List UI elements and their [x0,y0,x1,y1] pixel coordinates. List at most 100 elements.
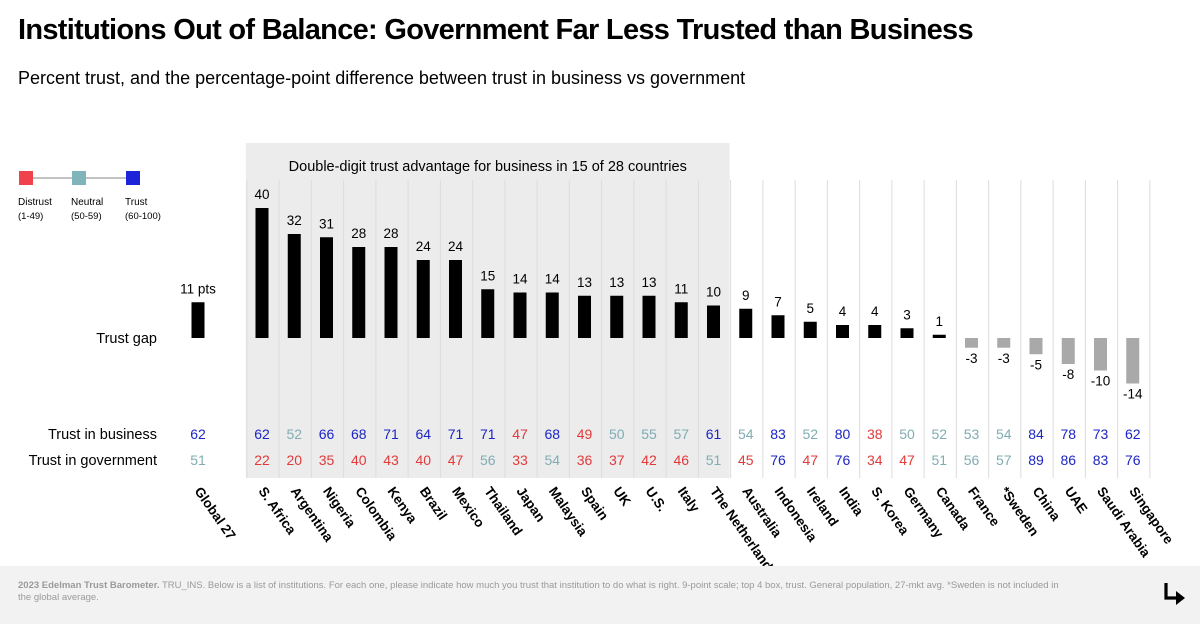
footer-band [0,566,1200,624]
legend-swatch-trust [126,171,140,185]
government-value-s-korea: 34 [867,452,883,468]
bar-label-singapore: -14 [1123,387,1143,402]
government-value-germany: 47 [899,452,915,468]
government-value-ireland: 47 [802,452,818,468]
legend-label-distrust: Distrust [18,197,52,208]
business-value-the-netherlands: 61 [706,426,722,442]
bar-label-australia: 9 [742,288,750,303]
business-value-s-korea: 38 [867,426,883,442]
trust-gap-chart: Double-digit trust advantage for busines… [18,143,1177,566]
business-value-mexico: 71 [448,426,464,442]
business-value-saudi-arabia: 73 [1093,426,1109,442]
bar-label-kenya: 28 [383,226,398,241]
highlight-label: Double-digit trust advantage for busines… [289,159,687,175]
category-label-mexico: Mexico [449,484,488,530]
business-value-colombia: 68 [351,426,367,442]
bar-label-the-netherlands: 10 [706,285,721,300]
government-value-saudi-arabia: 83 [1093,452,1109,468]
bar-thailand [481,289,495,338]
government-value-singapore: 76 [1125,452,1141,468]
government-value-spain: 36 [577,452,593,468]
business-value-global-27: 62 [190,426,206,442]
bar-label-canada: 1 [935,314,943,329]
business-value-malaysia: 68 [544,426,560,442]
bar-label-sweden: -3 [998,351,1010,366]
government-value-s-africa: 22 [254,452,270,468]
bar-argentina [287,234,301,338]
bar-label-indonesia: 7 [774,294,782,309]
bar-label-argentina: 32 [287,213,302,228]
business-value-singapore: 62 [1125,426,1141,442]
government-value-nigeria: 35 [319,452,335,468]
row-label-trust-gap: Trust gap [96,331,157,347]
footer-note: 2023 Edelman Trust Barometer. TRU_INS. B… [18,580,1068,604]
footer-note-text: TRU_INS. Below is a list of institutions… [18,580,1059,603]
legend-swatch-neutral [72,171,86,185]
category-label-uae: UAE [1062,484,1091,516]
business-value-s-africa: 62 [254,426,270,442]
bar-label-brazil: 24 [416,239,432,254]
category-label-u-s: U.S. [643,484,670,514]
legend-swatch-distrust [19,171,33,185]
bar-indonesia [771,315,785,338]
business-value-australia: 54 [738,426,754,442]
bar-label-saudi-arabia: -10 [1091,374,1111,389]
bar-label-malaysia: 14 [545,272,561,287]
bar-brazil [416,260,430,338]
bar-canada [932,334,946,338]
business-value-italy: 57 [673,426,689,442]
bar-china [1029,338,1043,355]
bar-australia [739,308,753,338]
bar-label-france: -3 [965,351,977,366]
bar-kenya [384,247,398,338]
footer-source: 2023 Edelman Trust Barometer. [18,580,160,591]
government-value-kenya: 43 [383,452,399,468]
business-value-france: 53 [964,426,980,442]
bar-ireland [803,321,817,338]
bar-label-u-s: 13 [641,275,656,290]
category-label-italy: Italy [675,484,703,515]
government-value-u-s: 42 [641,452,657,468]
business-value-canada: 52 [931,426,947,442]
row-label-trust-in-business: Trust in business [48,427,157,443]
bar-uae [1061,338,1075,364]
government-value-italy: 46 [673,452,689,468]
government-value-indonesia: 76 [770,452,786,468]
government-value-global-27: 51 [190,452,206,468]
bar-s-korea [868,325,882,338]
bar-nigeria [320,237,333,338]
government-value-uae: 86 [1060,452,1076,468]
bar-uk [610,295,624,338]
bar-label-spain: 13 [577,275,592,290]
business-value-uae: 78 [1060,426,1076,442]
business-value-spain: 49 [577,426,593,442]
business-value-sweden: 54 [996,426,1012,442]
category-label-brazil: Brazil [417,484,450,523]
bar-italy [674,302,688,338]
page-subtitle: Percent trust, and the percentage-point … [18,68,746,88]
government-value-france: 56 [964,452,980,468]
bar-group [191,208,1140,384]
bar-malaysia [545,292,559,338]
column-gridlines [246,180,1151,478]
business-value-india: 80 [835,426,851,442]
government-value-malaysia: 54 [544,452,560,468]
government-values-row: 51 22 20 35 40 43 40 47 56 33 54 36 37 42 46 51 45 76 47 76… [190,452,1141,468]
category-labels: Global 27 S. AfricaArgentinaNigeriaColomb… [192,484,1177,566]
bar-label-japan: 14 [512,272,528,287]
government-value-thailand: 56 [480,452,496,468]
bar-label-thailand: 15 [480,268,495,283]
arrow-down-right-icon[interactable] [1160,578,1190,608]
business-value-brazil: 64 [415,426,431,442]
business-value-uk: 50 [609,426,625,442]
government-value-australia: 45 [738,452,754,468]
bar-label-india: 4 [839,304,847,319]
category-label-uk: UK [610,484,634,509]
bar-label-ireland: 5 [806,301,814,316]
business-value-indonesia: 83 [770,426,786,442]
category-label-india: India [836,484,867,519]
legend-label-neutral: Neutral [71,197,103,208]
government-value-the-netherlands: 51 [706,452,722,468]
bar-japan [513,292,527,338]
